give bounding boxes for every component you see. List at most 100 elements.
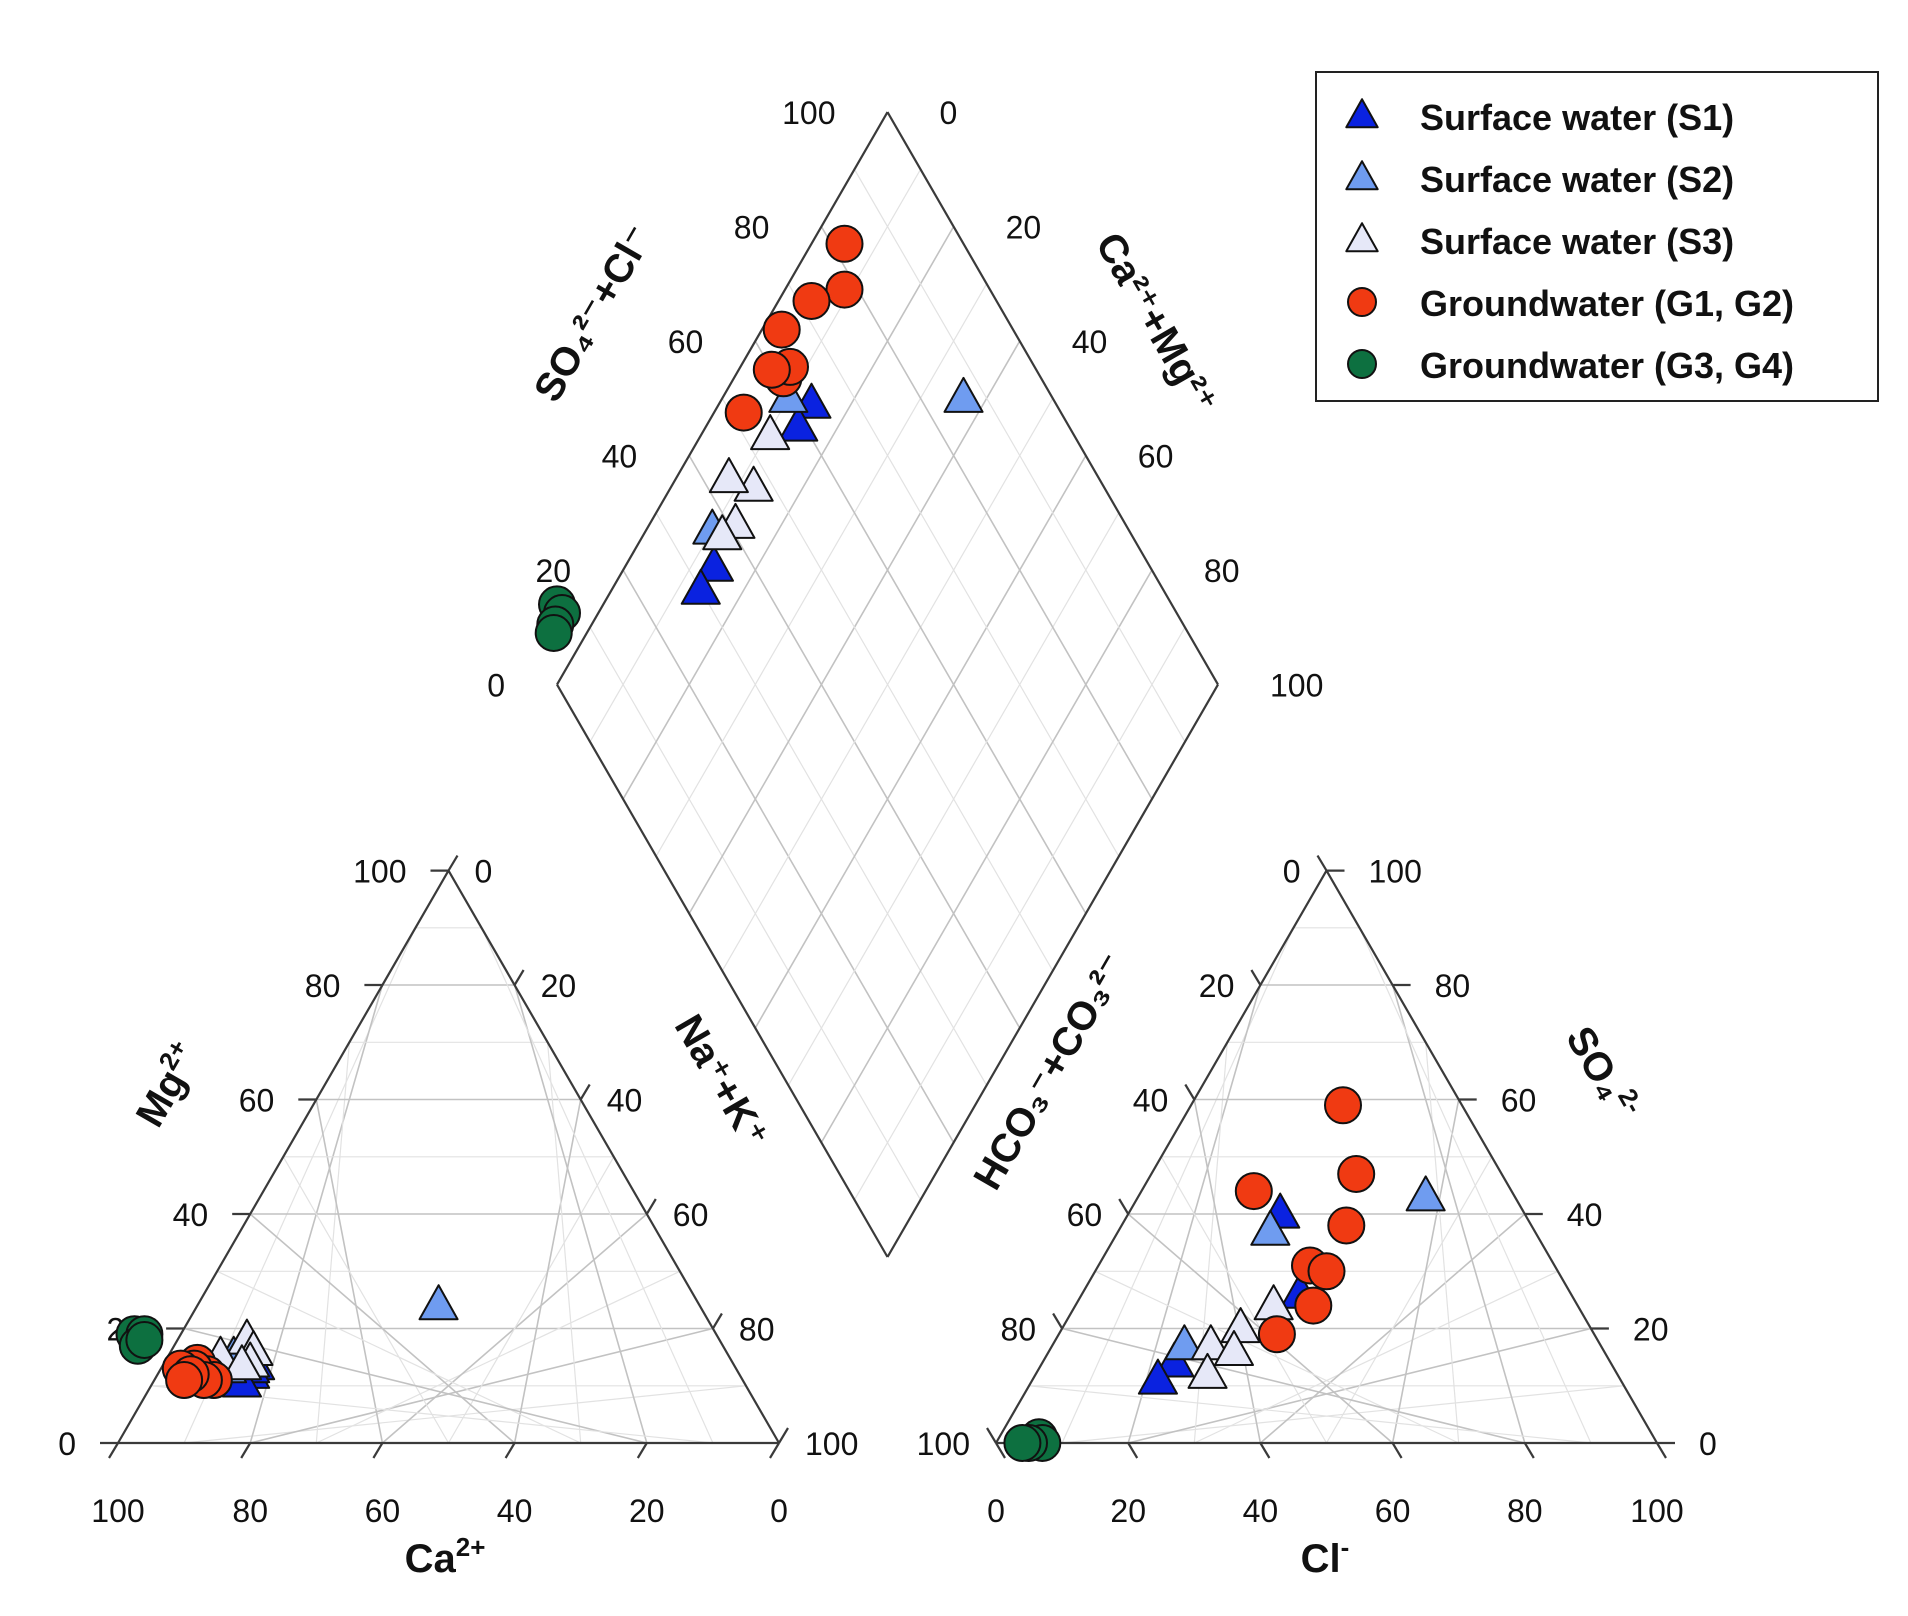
tick-label-hco3-co3: 20 [1199, 968, 1235, 1004]
tick-label-mg: 80 [305, 968, 341, 1004]
data-point-diamond-surface-water-s3 [708, 457, 749, 494]
data-point-anion-groundwater-g1-g2 [1324, 1086, 1362, 1125]
tick-label-cl: 40 [1243, 1493, 1279, 1529]
anion-triangle-edge [995, 870, 1328, 1444]
cation-gridline [547, 1042, 582, 1444]
data-point-anion-surface-water-s3 [1187, 1352, 1228, 1389]
cation-gridline [481, 927, 714, 1444]
data-point-anion-groundwater-g3-g4 [1003, 1424, 1042, 1462]
tick-mark [1250, 969, 1262, 986]
tick-label-mg: 100 [353, 854, 406, 890]
tick-mark [986, 1427, 997, 1444]
tick-mark [1184, 1083, 1196, 1101]
data-point-cation-groundwater-g1-g2 [165, 1361, 204, 1399]
anion-gridline [1094, 1270, 1459, 1444]
tick-label-ca-mg: 20 [1006, 210, 1042, 246]
axis-label-so4: SO₄2- [1557, 1017, 1649, 1128]
data-point-anion-surface-water-s3 [1220, 1307, 1261, 1344]
axis-label-ca-mg: Ca²⁺+Mg²⁺ [1087, 225, 1226, 421]
data-point-diamond-groundwater-g3-g4 [534, 614, 573, 652]
legend-label-surface-water-s1: Surface water (S1) [1420, 97, 1734, 138]
data-point-cation-surface-water-s2 [418, 1284, 459, 1321]
tick-mark [1127, 1442, 1139, 1459]
legend-marker-surface-water-s1 [1345, 98, 1379, 129]
anion-gridline [1391, 984, 1526, 1444]
cation-gridline [249, 1213, 516, 1444]
diamond-gridline [787, 283, 1120, 857]
tick-label-mg: 60 [239, 1083, 275, 1119]
axis-label-hco3-co3: HCO₃⁻+CO₃²⁻ [965, 946, 1136, 1197]
data-point-anion-groundwater-g1-g2 [1337, 1155, 1376, 1193]
tick-label-cl: 100 [1630, 1493, 1683, 1529]
tick-label-so4-cl: 80 [734, 210, 770, 246]
data-point-anion-groundwater-g1-g2 [1307, 1252, 1346, 1291]
diamond-gridline [820, 569, 1153, 1143]
data-point-anion-surface-water-s1 [1137, 1358, 1178, 1395]
tick-label-hco3-co3: 40 [1133, 1083, 1169, 1119]
anion-gridline [1358, 927, 1592, 1444]
data-point-diamond-groundwater-g1-g2 [762, 310, 801, 349]
tick-mark [636, 1442, 648, 1459]
data-point-cation-surface-water-s3 [221, 1344, 262, 1381]
tick-label-na-k: 0 [475, 854, 493, 890]
tick-label-so4: 60 [1501, 1083, 1537, 1119]
data-point-diamond-surface-water-s1 [778, 405, 819, 442]
tick-label-so4-cl: 0 [487, 668, 505, 704]
diamond-edge [556, 684, 889, 1258]
frame-layer [100, 111, 1675, 1459]
tick-label-hco3-co3: 80 [1001, 1312, 1037, 1348]
diamond-gridline [754, 455, 1087, 1029]
tick-label-so4-cl: 100 [782, 95, 835, 131]
legend-marker-surface-water-s2 [1345, 160, 1379, 191]
tick-label-ca: 100 [91, 1493, 144, 1529]
cation-gridline [513, 1099, 582, 1444]
tick-label-so4-cl: 20 [536, 553, 572, 589]
tick-label-ca: 20 [629, 1493, 665, 1529]
data-point-anion-surface-water-s2 [1164, 1324, 1205, 1361]
diamond-edge [886, 684, 1219, 1258]
axis-label-cl: Cl- [1301, 1532, 1350, 1581]
data-point-anion-surface-water-s2 [1250, 1209, 1291, 1246]
axis-label-so4-cl: SO₄²⁻+Cl⁻ [526, 218, 662, 410]
data-point-diamond-groundwater-g1-g2 [724, 393, 763, 432]
tick-label-cl: 80 [1507, 1493, 1543, 1529]
tick-label-ca-mg: 80 [1204, 553, 1240, 589]
anion-gridline [1061, 1327, 1525, 1444]
tick-mark [645, 1198, 657, 1215]
legend-marker-groundwater-g3-g4 [1347, 349, 1377, 379]
axis-label-mg: Mg2+ [124, 1034, 210, 1134]
data-point-anion-surface-water-s2 [1405, 1175, 1446, 1212]
legend-label-surface-water-s2: Surface water (S2) [1420, 159, 1734, 200]
diamond-gridline [853, 627, 1186, 1201]
diamond-gridline [787, 512, 1120, 1086]
tick-label-cl: 60 [1375, 1493, 1411, 1529]
tick-label-ca-mg: 0 [940, 95, 958, 131]
data-point-anion-groundwater-g1-g2 [1257, 1315, 1296, 1354]
diamond-gridline [820, 226, 1153, 800]
tick-mark [1656, 1442, 1667, 1459]
tick-mark [447, 855, 459, 872]
data-point-diamond-surface-water-s2 [943, 376, 984, 413]
tick-label-na-k: 80 [739, 1312, 775, 1348]
diamond-gridline [853, 169, 1186, 743]
tick-mark [240, 1442, 252, 1459]
anion-gridline [1160, 1156, 1328, 1444]
tick-label-hco3-co3: 100 [917, 1426, 970, 1462]
anion-triangle-edge [1325, 870, 1658, 1444]
data-point-diamond-groundwater-g1-g2 [825, 270, 864, 309]
cation-gridline [282, 1156, 450, 1444]
tick-mark [1391, 1442, 1403, 1459]
legend-label-groundwater-g3-g4: Groundwater (G3, G4) [1420, 345, 1794, 386]
tick-label-na-k: 60 [673, 1197, 709, 1233]
data-point-anion-groundwater-g1-g2 [1327, 1206, 1366, 1245]
tick-mark [995, 1442, 1006, 1459]
diamond-edge [556, 111, 889, 686]
data-point-diamond-surface-water-s1 [680, 568, 721, 605]
cation-triangle-edge [117, 870, 450, 1444]
tick-label-cl: 0 [987, 1493, 1005, 1529]
tick-label-cl: 20 [1110, 1493, 1146, 1529]
data-point-diamond-surface-water-s1 [693, 545, 734, 582]
data-point-diamond-surface-water-s3 [750, 414, 791, 451]
data-point-diamond-groundwater-g1-g2 [825, 224, 864, 263]
tick-mark [108, 1442, 119, 1459]
